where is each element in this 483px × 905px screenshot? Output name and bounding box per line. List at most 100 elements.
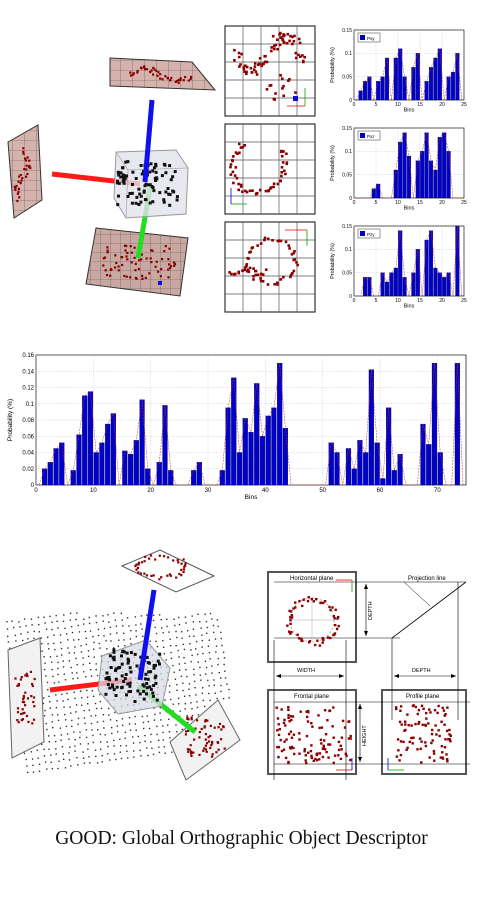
cloud-point bbox=[32, 771, 35, 773]
cloud-point bbox=[67, 639, 69, 641]
cloud-point bbox=[66, 692, 68, 695]
cloud-point bbox=[221, 644, 223, 647]
cloud-point bbox=[38, 763, 41, 765]
object-point bbox=[146, 677, 150, 681]
grid-point bbox=[263, 238, 266, 242]
cloud-point bbox=[83, 709, 85, 712]
projected-point bbox=[140, 561, 144, 564]
projected-point bbox=[203, 725, 206, 728]
grid-point bbox=[284, 172, 287, 176]
cloud-point bbox=[196, 701, 198, 703]
cloud-point bbox=[220, 677, 222, 679]
x-tick-label: 0 bbox=[353, 102, 356, 108]
cloud-point bbox=[173, 618, 175, 620]
projected-point bbox=[220, 728, 223, 731]
object-point bbox=[151, 691, 155, 695]
projected-point bbox=[16, 707, 20, 710]
grid-point bbox=[232, 181, 235, 185]
bar bbox=[446, 272, 451, 297]
cloud-point bbox=[133, 756, 135, 758]
bar bbox=[191, 470, 197, 486]
projected-point bbox=[287, 714, 290, 717]
grid-point bbox=[246, 256, 250, 260]
grid-point bbox=[272, 182, 276, 185]
cloud-point bbox=[27, 631, 29, 633]
projected-point bbox=[19, 678, 22, 681]
object-point bbox=[152, 666, 156, 670]
projected-point bbox=[328, 743, 332, 746]
grid-point bbox=[237, 188, 240, 192]
cloud-point bbox=[46, 768, 48, 770]
cloud-point bbox=[186, 675, 188, 678]
cloud-point bbox=[199, 666, 201, 669]
projected-point bbox=[306, 720, 310, 723]
projected-point bbox=[424, 744, 428, 748]
projected-point bbox=[168, 247, 171, 250]
bottom-3d-scene bbox=[6, 549, 241, 781]
height-label: HEIGHT bbox=[362, 725, 368, 746]
cloud-point bbox=[72, 678, 74, 680]
grid-point bbox=[238, 65, 241, 68]
projected-point bbox=[186, 748, 190, 751]
projected-point bbox=[117, 269, 120, 272]
cloud-point bbox=[116, 725, 118, 727]
projected-point bbox=[210, 744, 213, 747]
grid-point bbox=[267, 189, 270, 193]
object-point bbox=[168, 193, 172, 196]
cloud-point bbox=[172, 710, 174, 712]
projected-point bbox=[148, 272, 151, 275]
projected-point bbox=[303, 750, 306, 753]
projected-point bbox=[16, 711, 20, 714]
projected-point bbox=[177, 78, 180, 82]
projected-point bbox=[106, 251, 109, 254]
projected-point bbox=[288, 609, 291, 613]
object-point bbox=[130, 191, 134, 195]
cloud-point bbox=[208, 652, 211, 654]
grid-point bbox=[236, 152, 239, 155]
grid-point bbox=[245, 65, 249, 69]
projected-point bbox=[24, 704, 27, 707]
grid-point bbox=[293, 34, 296, 38]
cloud-point bbox=[201, 634, 203, 636]
projected-point bbox=[287, 761, 290, 765]
cloud-point bbox=[187, 721, 189, 724]
y-tick-label: 0 bbox=[31, 483, 35, 489]
cloud-point bbox=[188, 635, 191, 638]
projected-point bbox=[33, 677, 36, 681]
cloud-point bbox=[199, 621, 201, 623]
cloud-point bbox=[121, 718, 124, 720]
grid-point bbox=[260, 64, 263, 68]
projected-point bbox=[202, 749, 205, 752]
cloud-point bbox=[36, 749, 38, 751]
cloud-point bbox=[74, 697, 76, 700]
cloud-point bbox=[102, 714, 105, 716]
projected-point bbox=[20, 179, 23, 182]
cloud-point bbox=[95, 755, 97, 758]
cloud-point bbox=[84, 722, 86, 725]
projected-point bbox=[18, 196, 21, 199]
projected-point bbox=[419, 747, 422, 750]
grid-point bbox=[258, 57, 262, 60]
bar bbox=[433, 57, 438, 101]
projected-point bbox=[23, 711, 26, 714]
object-point bbox=[143, 184, 147, 188]
projected-point bbox=[114, 266, 117, 269]
projected-point bbox=[303, 748, 306, 751]
object-point bbox=[137, 203, 141, 206]
cloud-point bbox=[67, 647, 69, 649]
projected-point bbox=[138, 259, 141, 262]
projected-point bbox=[209, 734, 212, 738]
projected-point bbox=[172, 559, 175, 562]
cloud-point bbox=[123, 639, 125, 641]
scene-object-points bbox=[104, 648, 162, 703]
cloud-point bbox=[211, 665, 213, 667]
object-point bbox=[121, 179, 125, 183]
projected-point bbox=[333, 617, 336, 620]
cloud-point bbox=[79, 743, 82, 745]
cloud-point bbox=[96, 762, 99, 764]
cloud-point bbox=[228, 697, 230, 699]
object-point bbox=[116, 181, 119, 185]
object-point bbox=[106, 676, 109, 680]
cloud-point bbox=[52, 675, 54, 678]
cloud-point bbox=[107, 614, 109, 616]
